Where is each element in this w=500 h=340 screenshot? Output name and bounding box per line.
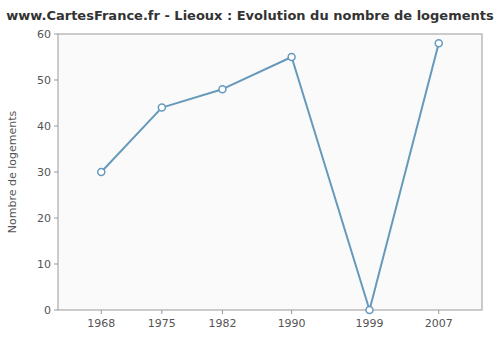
x-tick-label: 1990 (278, 317, 306, 330)
y-tick-label: 60 (37, 28, 51, 41)
y-tick-label: 40 (37, 120, 51, 133)
data-point (98, 169, 105, 176)
x-tick-label: 1968 (87, 317, 115, 330)
y-tick-label: 50 (37, 74, 51, 87)
y-tick (54, 172, 58, 173)
data-point (435, 40, 442, 47)
y-tick (54, 264, 58, 265)
y-tick (54, 218, 58, 219)
x-tick-label: 2007 (425, 317, 453, 330)
x-tick (161, 310, 162, 314)
data-point (158, 104, 165, 111)
y-tick-label: 10 (37, 258, 51, 271)
y-tick (54, 80, 58, 81)
data-point (219, 86, 226, 93)
chart-container: 0 10 20 30 40 50 60 1968 1975 1982 1990 1999 2007 www… (0, 0, 500, 340)
y-axis-label: Nombre de logements (6, 110, 19, 233)
data-point (366, 307, 373, 314)
y-tick-label: 0 (44, 304, 51, 317)
y-tick (54, 310, 58, 311)
x-tick (101, 310, 102, 314)
plot-background (58, 34, 482, 310)
y-tick-label: 30 (37, 166, 51, 179)
data-point (288, 54, 295, 61)
x-tick-label: 1982 (208, 317, 236, 330)
plot-frame (58, 34, 482, 310)
x-tick (222, 310, 223, 314)
x-tick-label: 1975 (148, 317, 176, 330)
chart-title: www.CartesFrance.fr - Lieoux : Evolution… (6, 8, 494, 23)
x-tick-label: 1999 (356, 317, 384, 330)
y-tick (54, 126, 58, 127)
data-layer (98, 40, 442, 314)
chart-svg: 0 10 20 30 40 50 60 1968 1975 1982 1990 1999 2007 www… (0, 0, 500, 340)
x-tick (438, 310, 439, 314)
x-tick (291, 310, 292, 314)
data-line (101, 43, 438, 310)
y-tick-label: 20 (37, 212, 51, 225)
y-tick (54, 34, 58, 35)
